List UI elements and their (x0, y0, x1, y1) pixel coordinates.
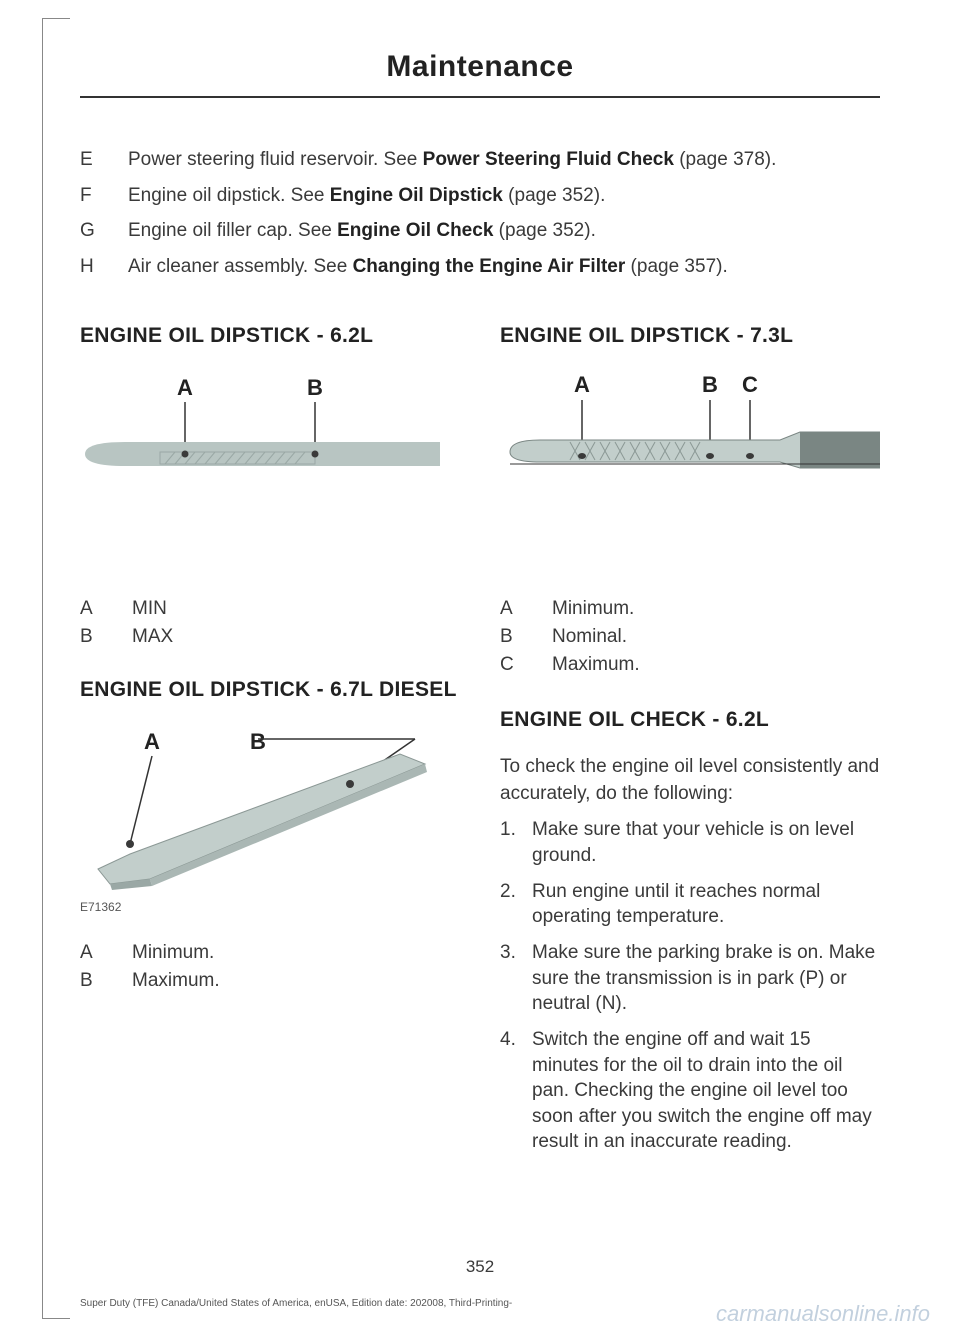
step-text: Switch the engine off and wait 15 minute… (532, 1027, 880, 1155)
def-post: (page 357). (625, 256, 727, 277)
section-title-dipstick-62l: ENGINE OIL DIPSTICK - 6.2L (80, 324, 460, 348)
section-title-dipstick-73l: ENGINE OIL DIPSTICK - 7.3L (500, 324, 880, 348)
legend-text: MIN (132, 598, 460, 620)
def-bold: Power Steering Fluid Check (423, 149, 674, 170)
def-letter: E (80, 146, 128, 174)
legend-letter: C (500, 654, 552, 676)
legend-row: C Maximum. (500, 654, 880, 676)
step-number: 2. (500, 879, 532, 930)
legend-73l: A Minimum. B Nominal. C Maximum. (500, 598, 880, 676)
diagram-label-b: B (307, 375, 323, 400)
def-bold: Engine Oil Check (337, 220, 493, 241)
def-bold: Engine Oil Dipstick (330, 185, 503, 206)
step-item: 2.Run engine until it reaches normal ope… (500, 879, 880, 930)
legend-letter: A (80, 598, 132, 620)
def-row: E Power steering fluid reservoir. See Po… (80, 146, 880, 174)
legend-row: A Minimum. (500, 598, 880, 620)
dipstick-62l-diagram: A B (80, 370, 460, 500)
def-text: Power steering fluid reservoir. See Powe… (128, 146, 880, 174)
step-item: 4.Switch the engine off and wait 15 minu… (500, 1027, 880, 1155)
legend-text: Minimum. (552, 598, 880, 620)
legend-text: Nominal. (552, 626, 880, 648)
step-number: 4. (500, 1027, 532, 1155)
def-letter: H (80, 253, 128, 281)
legend-text: Minimum. (132, 942, 460, 964)
top-definitions: E Power steering fluid reservoir. See Po… (80, 146, 880, 280)
diagram-label-c: C (742, 372, 758, 397)
def-text: Engine oil filler cap. See Engine Oil Ch… (128, 217, 880, 245)
step-number: 1. (500, 817, 532, 868)
legend-text: MAX (132, 626, 460, 648)
left-column: ENGINE OIL DIPSTICK - 6.2L A B (80, 324, 460, 1165)
page-number: 352 (0, 1257, 960, 1277)
def-pre: Engine oil filler cap. See (128, 220, 337, 241)
legend-text: Maximum. (552, 654, 880, 676)
legend-row: B Maximum. (80, 970, 460, 992)
legend-row: A MIN (80, 598, 460, 620)
dipstick-73l-diagram: A B C (500, 370, 880, 490)
def-post: (page 352). (493, 220, 595, 241)
diagram-label-b: B (250, 729, 266, 754)
step-item: 1.Make sure that your vehicle is on leve… (500, 817, 880, 868)
oil-check-intro: To check the engine oil level consistent… (500, 754, 880, 807)
oil-check-steps: 1.Make sure that your vehicle is on leve… (500, 817, 880, 1155)
def-pre: Air cleaner assembly. See (128, 256, 353, 277)
def-row: G Engine oil filler cap. See Engine Oil … (80, 217, 880, 245)
diagram-label-a: A (177, 375, 193, 400)
step-text: Make sure the parking brake is on. Make … (532, 940, 880, 1017)
right-column: ENGINE OIL DIPSTICK - 7.3L A B C (500, 324, 880, 1165)
step-text: Run engine until it reaches normal opera… (532, 879, 880, 930)
def-pre: Power steering fluid reservoir. See (128, 149, 423, 170)
def-post: (page 378). (674, 149, 776, 170)
legend-62l: A MIN B MAX (80, 598, 460, 648)
dipstick-67l-diagram: A B E71362 (80, 724, 460, 914)
def-bold: Changing the Engine Air Filter (353, 256, 626, 277)
section-title-dipstick-67l: ENGINE OIL DIPSTICK - 6.7L DIESEL (80, 678, 460, 702)
diagram-label-b: B (702, 372, 718, 397)
def-text: Air cleaner assembly. See Changing the E… (128, 253, 880, 281)
step-item: 3.Make sure the parking brake is on. Mak… (500, 940, 880, 1017)
def-letter: G (80, 217, 128, 245)
legend-row: A Minimum. (80, 942, 460, 964)
step-number: 3. (500, 940, 532, 1017)
legend-text: Maximum. (132, 970, 460, 992)
legend-letter: A (80, 942, 132, 964)
legend-row: B Nominal. (500, 626, 880, 648)
diagram-label-a: A (144, 729, 160, 754)
legend-row: B MAX (80, 626, 460, 648)
legend-letter: B (80, 970, 132, 992)
def-row: H Air cleaner assembly. See Changing the… (80, 253, 880, 281)
def-text: Engine oil dipstick. See Engine Oil Dips… (128, 182, 880, 210)
def-letter: F (80, 182, 128, 210)
section-title-oil-check-62l: ENGINE OIL CHECK - 6.2L (500, 708, 880, 732)
figure-caption: E71362 (80, 900, 460, 914)
def-pre: Engine oil dipstick. See (128, 185, 330, 206)
diagram-label-a: A (574, 372, 590, 397)
def-row: F Engine oil dipstick. See Engine Oil Di… (80, 182, 880, 210)
legend-letter: B (500, 626, 552, 648)
legend-letter: A (500, 598, 552, 620)
legend-letter: B (80, 626, 132, 648)
def-post: (page 352). (503, 185, 605, 206)
legend-67l: A Minimum. B Maximum. (80, 942, 460, 992)
step-text: Make sure that your vehicle is on level … (532, 817, 880, 868)
page-title: Maintenance (80, 50, 880, 98)
watermark: carmanualsonline.info (716, 1301, 930, 1327)
footer-edition: Super Duty (TFE) Canada/United States of… (80, 1298, 512, 1309)
